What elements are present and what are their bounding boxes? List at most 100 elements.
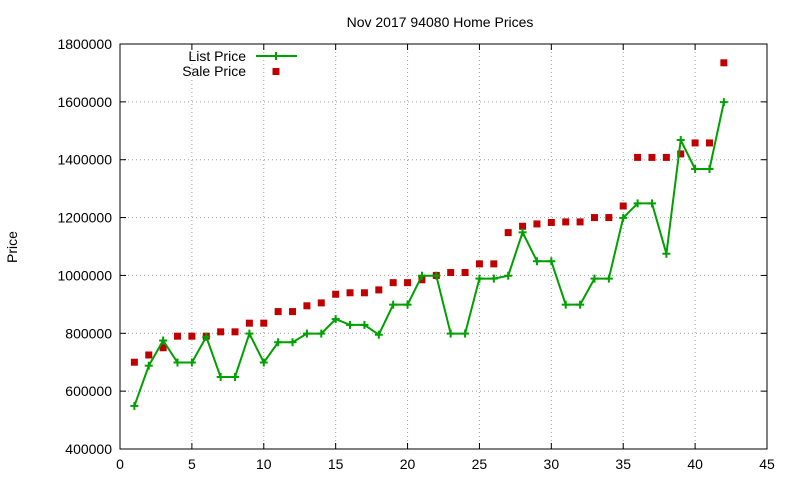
sale-price-point [332,290,340,298]
sale-price-point [289,308,297,316]
x-tick-label: 35 [615,456,631,472]
sale-price-point [720,59,728,67]
sale-price-point [274,308,282,316]
sale-price-point [317,299,325,307]
list-price-point [504,271,513,280]
list-price-point [633,199,642,208]
sale-price-point [130,358,138,366]
plot-frame [119,43,768,450]
list-price-point [346,320,355,329]
sale-price-point [389,279,397,287]
list-price-point [691,164,700,173]
y-tick-label: 1400000 [57,152,112,168]
sale-price-point [447,269,455,277]
sale-price-point [705,139,713,147]
list-price-point [331,315,340,324]
sale-price-point [634,153,642,161]
list-price-point [719,98,728,107]
list-price-line [133,101,725,407]
sale-price-point [547,218,555,226]
list-price-point [532,257,541,266]
sale-price-point [260,319,268,327]
list-price-point [590,274,599,283]
list-price-point [417,271,426,280]
list-price-point [231,372,240,381]
x-tick-label: 10 [256,456,272,472]
list-price-point [561,300,570,309]
x-tick-label: 15 [328,456,344,472]
legend-label-list-price: List Price [188,48,246,64]
sale-price-point [533,220,541,228]
y-tick-label: 800000 [65,325,112,341]
x-tick-label: 30 [544,456,560,472]
list-price-point [202,332,211,341]
list-price-point [302,329,311,338]
chart-title: Nov 2017 94080 Home Prices [347,14,534,30]
y-tick-label: 1200000 [57,210,112,226]
x-tick-label: 40 [687,456,703,472]
sale-price-point [231,328,239,336]
sale-price-point [490,260,498,268]
sale-price-point [576,218,584,226]
x-tick-label: 0 [116,456,124,472]
list-price-point [518,228,527,237]
sale-price-point [375,286,383,294]
list-price-point [274,338,283,347]
sale-price-point [691,139,699,147]
list-price-point [676,136,685,145]
sale-price-point [562,218,570,226]
sale-price-point [159,344,167,352]
sale-price-point [475,260,483,268]
sale-price-point [519,222,527,230]
x-tick-label: 5 [188,456,196,472]
sale-price-point [461,269,469,277]
legend-marker-sale-price [272,68,280,75]
y-axis-label: Price [4,231,20,263]
sale-price-point [360,289,368,297]
sale-price-point [217,328,225,336]
list-price-point [662,249,671,258]
list-price-point [360,320,369,329]
list-price-point [187,358,196,367]
list-price-point [317,329,326,338]
sale-price-point [662,153,670,161]
grid-lines [120,44,767,449]
sale-price-point [605,214,613,222]
list-price-point [446,329,455,338]
list-price-point [144,361,153,370]
list-price-point [159,336,168,345]
sale-price-point [174,332,182,340]
list-price-point [216,372,225,381]
list-price-point [705,164,714,173]
list-price-point [403,300,412,309]
sale-price-point [303,302,311,310]
list-price-point [259,358,268,367]
sale-price-point [245,319,253,327]
sale-price-point [188,332,196,340]
y-tick-label: 1600000 [57,94,112,110]
list-price-point [374,330,383,339]
list-price-point [245,329,254,338]
x-tick-label: 20 [400,456,416,472]
list-price-point [619,213,628,222]
y-tick-label: 400000 [65,441,112,457]
series-layer [130,59,728,410]
list-price-point [288,338,297,347]
axes: 0 5 10 15 20 25 30 35 40 45 400000 600000 800000 1000… [57,36,775,472]
sale-price-point [404,279,412,287]
list-price-point [475,274,484,283]
list-price-point [389,300,398,309]
sale-price-point [677,150,685,158]
list-price-point [173,358,182,367]
list-price-point [647,199,656,208]
sale-price-point [504,229,512,237]
list-price-point [576,300,585,309]
sale-price-point [346,289,354,297]
sale-price-point [648,153,656,161]
sale-price-point [145,351,153,359]
list-price-point [604,274,613,283]
list-price-point [547,257,556,266]
x-tick-label: 25 [472,456,488,472]
